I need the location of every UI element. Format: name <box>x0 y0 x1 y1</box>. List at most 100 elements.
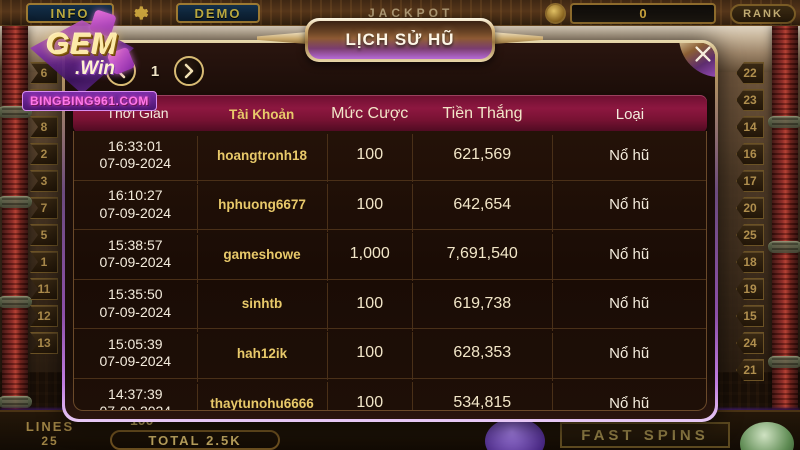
total-value: 2.5K <box>206 432 242 448</box>
cell-time: 16:33:01 07-09-2024 <box>74 138 197 173</box>
cell-time-value: 15:35:50 <box>108 286 163 303</box>
cell-win: 642,654 <box>412 183 552 232</box>
cell-bet: 100 <box>327 183 412 232</box>
reel-number: 16 <box>736 143 764 165</box>
column-header-type: Loại <box>615 105 645 123</box>
history-table-header: Thời Gian Tài Khoản Mức Cược Tiền Thắng … <box>73 95 707 133</box>
reel-number: 5 <box>30 224 58 246</box>
left-pillar <box>0 26 32 450</box>
banner-frame: LỊCH SỬ HŨ <box>305 18 495 62</box>
cell-time-value: 14:37:39 <box>108 385 163 402</box>
table-row[interactable]: 16:33:01 07-09-2024 hoangtronh18 100 621,569… <box>74 131 706 184</box>
cell-account: hah12ik <box>196 333 328 382</box>
table-row[interactable]: 15:05:39 07-09-2024 hah12ik 100 628,353 Nổ hũ <box>74 329 706 382</box>
reel-number: 14 <box>736 116 764 138</box>
cell-account: gameshowe <box>196 234 328 283</box>
dialog-title-banner: LỊCH SỬ HŨ <box>257 18 543 62</box>
cell-type: Nổ hũ <box>552 134 706 183</box>
reel-number: 12 <box>30 305 58 327</box>
history-table-body[interactable]: 16:33:01 07-09-2024 hoangtronh18 100 621,569… <box>73 131 707 411</box>
coin-icon <box>545 3 566 24</box>
cell-time: 15:38:57 07-09-2024 <box>74 237 197 272</box>
brand-logo: GEM .Win <box>6 9 156 96</box>
column-header-account: Tài Khoản <box>228 106 295 122</box>
table-row[interactable]: 15:35:50 07-09-2024 sinhtb 100 619,738 Nổ hũ <box>74 280 706 333</box>
reel-number: 23 <box>736 89 764 111</box>
cell-win: 534,815 <box>412 382 552 410</box>
cell-time: 15:35:50 07-09-2024 <box>74 286 197 321</box>
reel-number: 21 <box>736 359 764 381</box>
reel-number: 18 <box>736 251 764 273</box>
cell-account: hoangtronh18 <box>196 135 328 184</box>
reel-number: 2 <box>30 143 58 165</box>
auto-spin-button[interactable] <box>740 422 794 450</box>
cell-date-value: 07-09-2024 <box>99 353 172 370</box>
column-header-win: Tiền Thắng <box>442 105 523 122</box>
reel-number: 20 <box>736 197 764 219</box>
cell-account: sinhtb <box>196 284 328 333</box>
cell-type: Nổ hũ <box>552 184 706 233</box>
cell-account: thaytunohu6666 <box>196 383 328 410</box>
cell-time-value: 16:33:01 <box>108 137 163 154</box>
cell-type: Nổ hũ <box>552 233 706 282</box>
reel-number: 25 <box>736 224 764 246</box>
rank-button[interactable]: RANK <box>730 4 796 24</box>
table-row[interactable]: 16:10:27 07-09-2024 hphuong6677 100 642,654 N… <box>74 181 706 234</box>
watermark: BINGBING961.COM <box>22 91 157 111</box>
history-dialog-body: Thời Gian Tài Khoản Mức Cược Tiền Thắng … <box>65 43 715 419</box>
table-row[interactable]: 14:37:3907-09-2024thaytunohu6666100534,8… <box>74 379 706 410</box>
gear-icon[interactable] <box>128 2 150 24</box>
cell-bet: 100 <box>327 332 412 381</box>
chevron-right-icon <box>184 63 194 79</box>
reel-number: 1 <box>30 251 58 273</box>
cell-bet: 100 <box>327 382 412 410</box>
close-icon <box>695 46 711 62</box>
lines-value: 25 <box>41 434 59 448</box>
total-bet-display: TOTAL 2.5K <box>110 430 280 450</box>
reel-number: 11 <box>30 278 58 300</box>
reel-number: 17 <box>736 170 764 192</box>
reel-number: 13 <box>30 332 58 354</box>
cell-date-value: 07-09-2024 <box>99 254 172 271</box>
cell-type: Nổ hũ <box>552 283 706 332</box>
reel-number: 8 <box>30 116 58 138</box>
cell-date-value: 07-09-2024 <box>99 303 172 320</box>
page-title: LỊCH SỬ HŨ <box>345 30 455 49</box>
spin-button[interactable] <box>485 418 545 450</box>
reel-number: 7 <box>30 197 58 219</box>
balance-display: 0 <box>570 3 716 24</box>
close-button[interactable] <box>679 43 715 77</box>
history-dialog: Thời Gian Tài Khoản Mức Cược Tiền Thắng … <box>62 40 718 422</box>
banner-face: LỊCH SỬ HŨ <box>308 21 492 59</box>
cell-bet: 100 <box>327 282 412 331</box>
reel-number: 3 <box>30 170 58 192</box>
cell-bet: 1,000 <box>327 233 412 282</box>
cell-type: Nổ hũ <box>552 332 706 381</box>
reel-number: 24 <box>736 332 764 354</box>
fast-spins-button[interactable]: FAST SPINS <box>560 422 730 448</box>
reel-number: 19 <box>736 278 764 300</box>
cell-time-value: 16:10:27 <box>108 187 163 204</box>
cell-time-value: 15:05:39 <box>108 335 163 352</box>
cell-date-value: 07-09-2024 <box>99 155 172 172</box>
cell-date-value: 07-09-2024 <box>74 403 197 410</box>
jackpot-label: JACKPOT <box>368 6 454 20</box>
logo-suffix: .Win <box>75 58 115 79</box>
lines-label: LINES <box>25 419 75 434</box>
cell-date-value: 07-09-2024 <box>99 204 172 221</box>
table-row[interactable]: 15:38:57 07-09-2024 gameshowe 1,000 7,691,54… <box>74 230 706 283</box>
cell-bet: 100 <box>327 134 412 183</box>
reel-number: 15 <box>736 305 764 327</box>
cell-time-value: 15:38:57 <box>108 236 163 253</box>
column-header-bet: Mức Cược <box>331 105 409 122</box>
next-page-button[interactable] <box>174 56 204 86</box>
demo-button[interactable]: DEMO <box>176 3 260 23</box>
reel-number: 22 <box>736 62 764 84</box>
cell-type: Nổ hũ <box>552 382 706 410</box>
total-label: TOTAL <box>148 432 201 448</box>
cell-win: 621,569 <box>412 134 552 183</box>
lines-indicator: LINES 25 <box>10 419 90 448</box>
right-pillar <box>768 26 800 450</box>
left-reel-number-column: 64823751111213 <box>30 62 58 354</box>
